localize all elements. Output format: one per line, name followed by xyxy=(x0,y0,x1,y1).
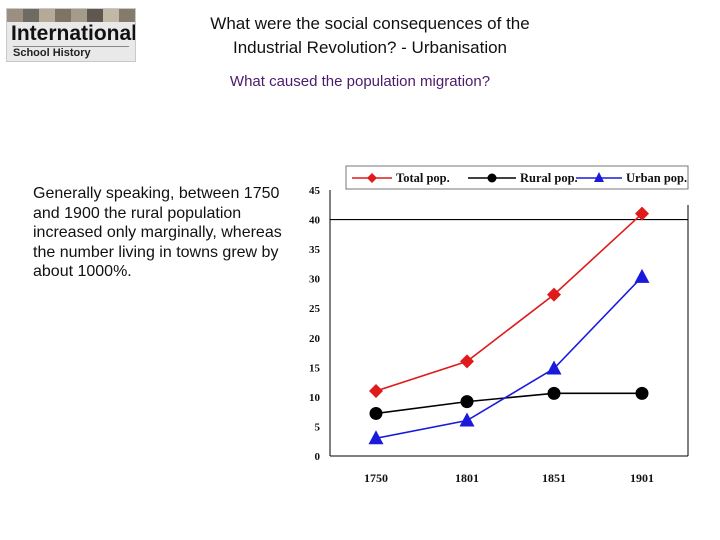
rural-series-line xyxy=(375,392,642,415)
y-tick-label: 25 xyxy=(309,303,321,315)
population-chart: 0 5 10 15 20 25 30 35 40 45 1750 1801 1851 1901 Total … xyxy=(309,165,689,485)
logo-photo-strip xyxy=(7,9,135,22)
rural-data-point xyxy=(635,386,649,400)
logo-text-international: International xyxy=(11,22,136,45)
y-tick-label: 20 xyxy=(309,333,321,345)
urban-data-point xyxy=(634,268,650,283)
y-tick-label: 35 xyxy=(309,244,321,256)
body-text: Generally speaking, between 1750 and 190… xyxy=(33,185,282,280)
rural-legend-marker xyxy=(487,173,497,183)
urban-data-point xyxy=(459,412,475,427)
y-tick-label: 40 xyxy=(309,215,321,227)
y-tick-label: 30 xyxy=(309,274,321,286)
rural-data-point xyxy=(460,395,474,409)
urban-data-point xyxy=(368,430,384,445)
total-data-point xyxy=(460,354,474,369)
x-tick-label: 1750 xyxy=(364,471,388,485)
chart-legend: Total pop. Rural pop. Urban pop. xyxy=(345,165,689,190)
x-tick-label: 1851 xyxy=(542,471,566,485)
urban-data-point xyxy=(546,360,562,375)
total-data-point xyxy=(635,206,649,221)
y-tick-label: 0 xyxy=(315,451,321,463)
rural-data-point xyxy=(369,406,383,420)
x-tick-label: 1801 xyxy=(455,471,479,485)
rural-data-point xyxy=(547,386,561,400)
y-tick-label: 15 xyxy=(309,362,321,374)
title-line-1: What were the social consequences of the xyxy=(210,14,530,33)
urban-series-line xyxy=(375,276,643,440)
legend-box xyxy=(345,165,689,190)
logo: International School History xyxy=(6,8,136,62)
total-legend-label: Total pop. xyxy=(396,171,450,185)
y-tick-label: 10 xyxy=(309,392,321,404)
urban-legend-label: Urban pop. xyxy=(626,171,687,185)
rural-legend-label: Rural pop. xyxy=(520,171,578,185)
total-series-line xyxy=(375,213,643,392)
y-tick-label: 5 xyxy=(315,421,321,433)
x-tick-label: 1901 xyxy=(630,471,654,485)
urban-legend-marker xyxy=(594,172,604,182)
y-tick-label: 45 xyxy=(309,185,321,197)
page-title: What were the social consequences of the… xyxy=(140,12,600,60)
page-subtitle: What caused the population migration? xyxy=(229,73,491,90)
total-data-point xyxy=(369,383,383,398)
title-line-2: Industrial Revolution? - Urbanisation xyxy=(232,38,508,57)
total-legend-marker xyxy=(367,173,377,183)
total-data-point xyxy=(547,287,561,302)
logo-text-school-history: School History xyxy=(13,46,129,59)
